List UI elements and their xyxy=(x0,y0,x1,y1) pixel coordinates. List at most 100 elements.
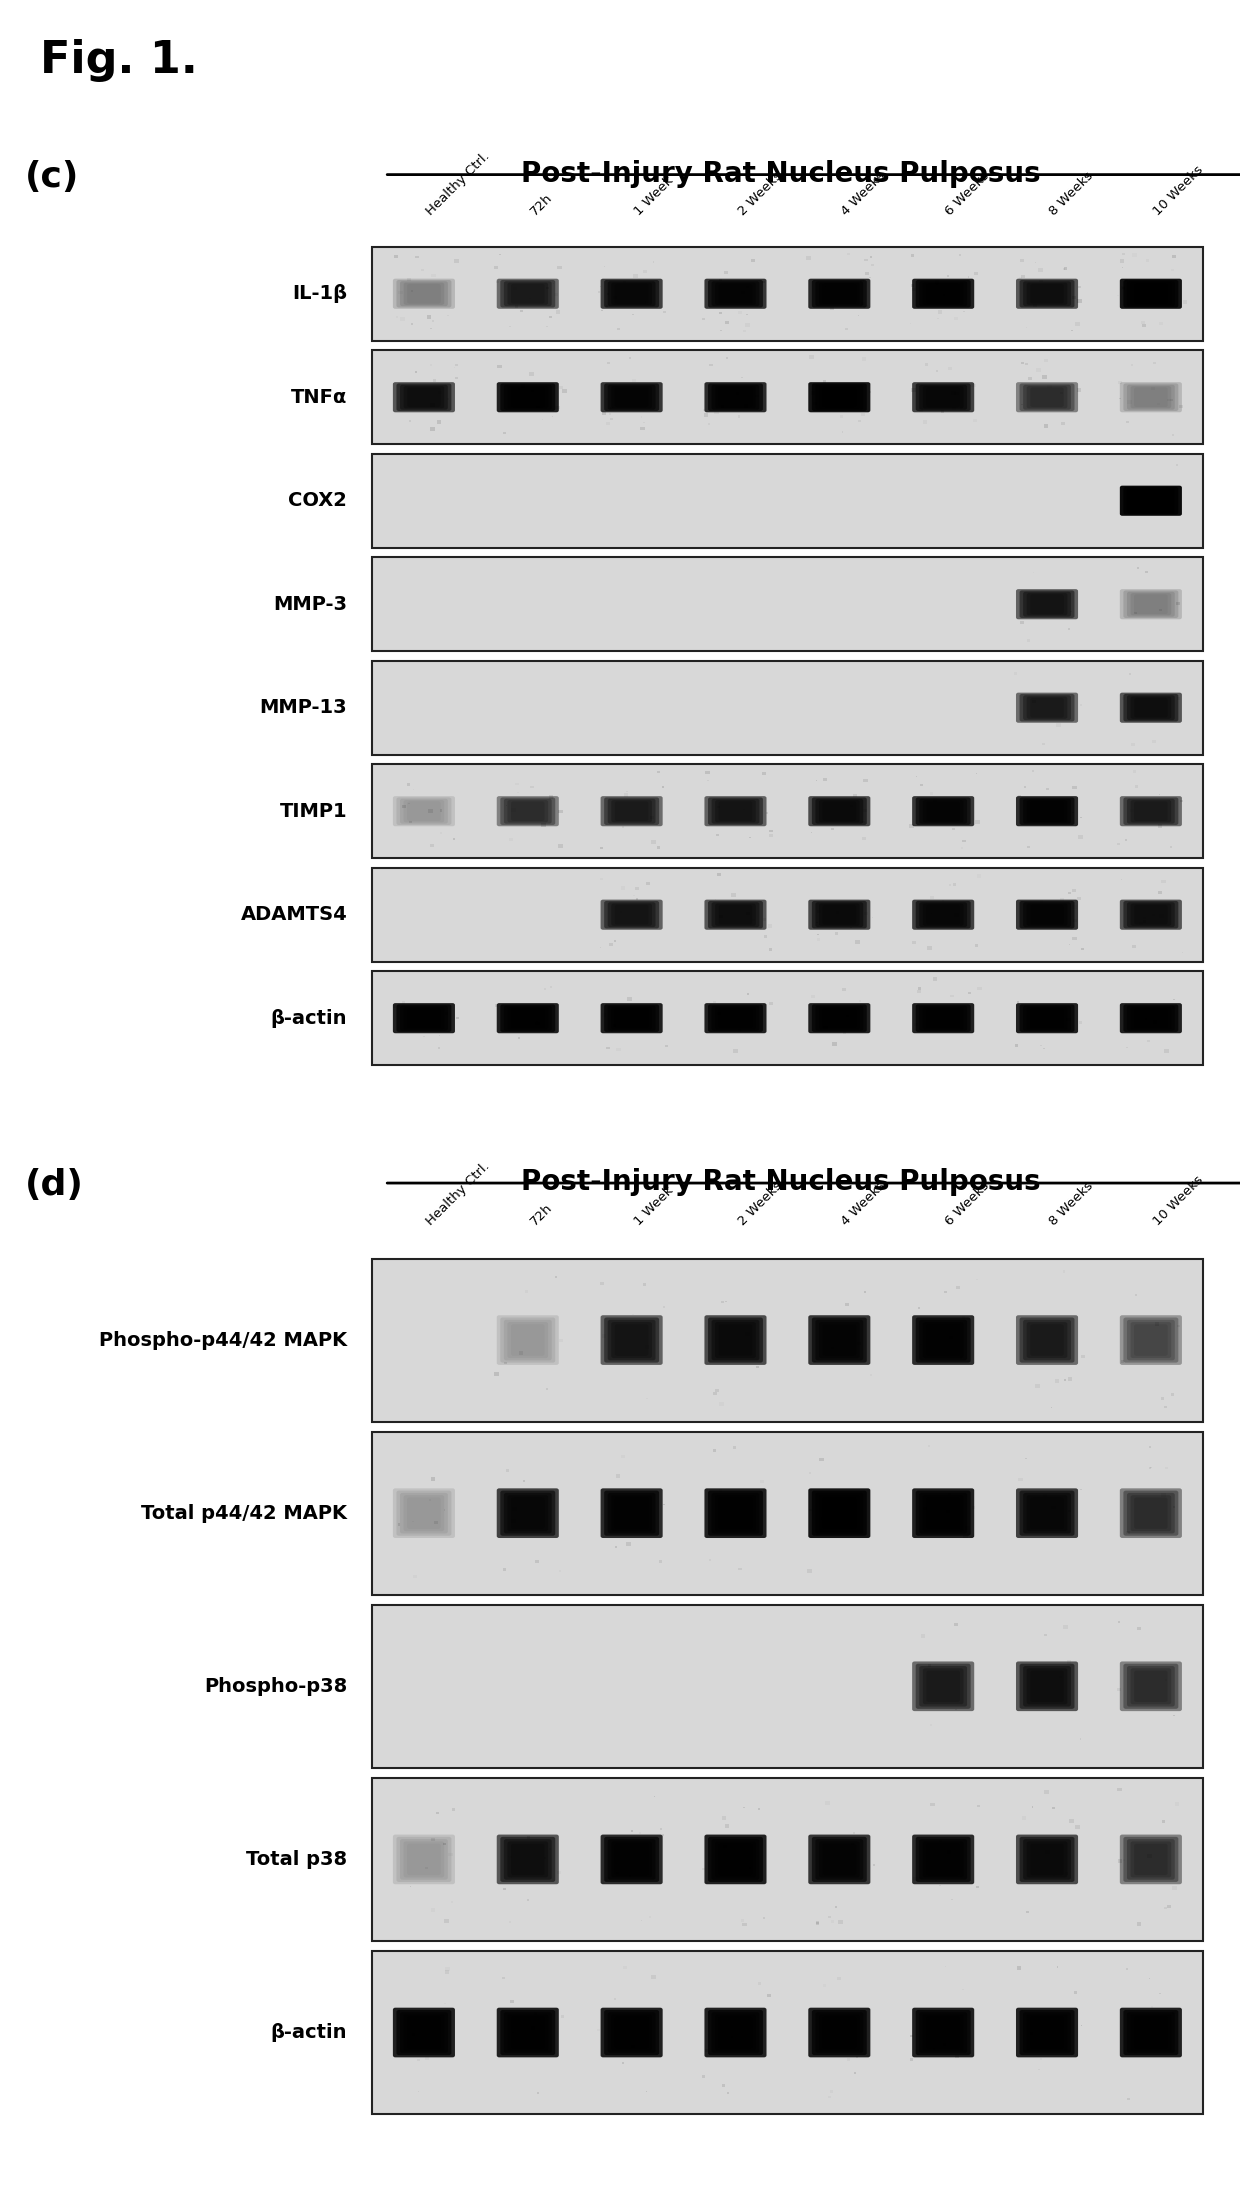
FancyBboxPatch shape xyxy=(949,1492,951,1494)
FancyBboxPatch shape xyxy=(1079,1022,1083,1024)
FancyBboxPatch shape xyxy=(919,1492,967,1534)
FancyBboxPatch shape xyxy=(1158,891,1162,895)
FancyBboxPatch shape xyxy=(1137,1626,1141,1630)
FancyBboxPatch shape xyxy=(608,1840,656,1879)
FancyBboxPatch shape xyxy=(401,282,448,306)
FancyBboxPatch shape xyxy=(507,1494,548,1532)
FancyBboxPatch shape xyxy=(1023,696,1071,720)
FancyBboxPatch shape xyxy=(919,1840,967,1879)
FancyBboxPatch shape xyxy=(919,799,967,823)
FancyBboxPatch shape xyxy=(856,941,859,943)
FancyBboxPatch shape xyxy=(719,278,722,280)
FancyBboxPatch shape xyxy=(1055,1378,1059,1383)
FancyBboxPatch shape xyxy=(507,1842,548,1877)
FancyBboxPatch shape xyxy=(1044,1790,1049,1794)
FancyBboxPatch shape xyxy=(822,387,856,407)
FancyBboxPatch shape xyxy=(1131,801,1172,823)
FancyBboxPatch shape xyxy=(1135,2017,1168,2048)
FancyBboxPatch shape xyxy=(843,1031,846,1033)
FancyBboxPatch shape xyxy=(497,1834,559,1884)
FancyBboxPatch shape xyxy=(816,901,863,928)
FancyBboxPatch shape xyxy=(844,328,848,330)
Text: β-actin: β-actin xyxy=(270,2024,347,2041)
FancyBboxPatch shape xyxy=(453,838,455,840)
FancyBboxPatch shape xyxy=(1123,1838,1178,1882)
FancyBboxPatch shape xyxy=(1162,1820,1166,1823)
FancyBboxPatch shape xyxy=(1123,1663,1178,1709)
FancyBboxPatch shape xyxy=(511,2017,544,2048)
FancyBboxPatch shape xyxy=(615,1844,649,1875)
FancyBboxPatch shape xyxy=(1027,593,1068,615)
FancyBboxPatch shape xyxy=(600,1282,604,1284)
FancyBboxPatch shape xyxy=(1061,422,1065,424)
FancyBboxPatch shape xyxy=(502,1569,506,1571)
FancyBboxPatch shape xyxy=(926,1009,960,1028)
FancyBboxPatch shape xyxy=(562,389,567,394)
FancyBboxPatch shape xyxy=(600,796,662,827)
FancyBboxPatch shape xyxy=(1131,385,1172,409)
FancyBboxPatch shape xyxy=(708,1317,763,1363)
FancyBboxPatch shape xyxy=(1127,901,1174,928)
FancyBboxPatch shape xyxy=(393,2009,455,2057)
FancyBboxPatch shape xyxy=(1177,698,1180,700)
FancyBboxPatch shape xyxy=(1027,385,1068,409)
FancyBboxPatch shape xyxy=(1078,897,1081,899)
FancyBboxPatch shape xyxy=(1127,696,1174,720)
FancyBboxPatch shape xyxy=(503,1492,552,1534)
FancyBboxPatch shape xyxy=(952,884,956,886)
FancyBboxPatch shape xyxy=(1120,1488,1182,1538)
FancyBboxPatch shape xyxy=(604,2011,660,2055)
FancyBboxPatch shape xyxy=(615,284,649,304)
FancyBboxPatch shape xyxy=(1120,589,1182,619)
FancyBboxPatch shape xyxy=(445,1013,448,1015)
FancyBboxPatch shape xyxy=(715,2015,756,2050)
Text: 8 Weeks: 8 Weeks xyxy=(1047,168,1096,219)
FancyBboxPatch shape xyxy=(816,1492,863,1534)
FancyBboxPatch shape xyxy=(719,1009,753,1028)
FancyBboxPatch shape xyxy=(864,258,868,260)
FancyBboxPatch shape xyxy=(397,796,451,825)
FancyBboxPatch shape xyxy=(1019,901,1075,928)
FancyBboxPatch shape xyxy=(1135,490,1168,510)
FancyBboxPatch shape xyxy=(372,350,1203,444)
FancyBboxPatch shape xyxy=(926,284,960,304)
FancyBboxPatch shape xyxy=(1123,591,1178,617)
FancyBboxPatch shape xyxy=(1027,282,1068,304)
FancyBboxPatch shape xyxy=(402,805,407,807)
FancyBboxPatch shape xyxy=(1127,2098,1130,2100)
FancyBboxPatch shape xyxy=(918,987,921,989)
FancyBboxPatch shape xyxy=(429,427,434,431)
FancyBboxPatch shape xyxy=(1127,1006,1174,1031)
FancyBboxPatch shape xyxy=(913,796,975,827)
FancyBboxPatch shape xyxy=(719,1324,753,1357)
FancyBboxPatch shape xyxy=(913,899,975,930)
FancyBboxPatch shape xyxy=(616,328,620,330)
FancyBboxPatch shape xyxy=(708,796,763,825)
FancyBboxPatch shape xyxy=(715,801,756,823)
FancyBboxPatch shape xyxy=(500,1317,556,1363)
FancyBboxPatch shape xyxy=(708,2011,763,2055)
FancyBboxPatch shape xyxy=(713,1448,717,1453)
FancyBboxPatch shape xyxy=(1120,258,1125,263)
FancyBboxPatch shape xyxy=(1127,488,1174,514)
FancyBboxPatch shape xyxy=(732,893,735,897)
FancyBboxPatch shape xyxy=(862,838,866,840)
FancyBboxPatch shape xyxy=(816,2013,863,2052)
FancyBboxPatch shape xyxy=(704,2050,708,2052)
FancyBboxPatch shape xyxy=(708,383,763,411)
FancyBboxPatch shape xyxy=(704,278,766,309)
FancyBboxPatch shape xyxy=(1081,1354,1085,1359)
FancyBboxPatch shape xyxy=(837,1523,839,1525)
FancyBboxPatch shape xyxy=(615,906,649,926)
FancyBboxPatch shape xyxy=(531,785,534,788)
FancyBboxPatch shape xyxy=(1179,405,1183,409)
FancyBboxPatch shape xyxy=(560,2015,564,2017)
FancyBboxPatch shape xyxy=(1023,1665,1071,1707)
FancyBboxPatch shape xyxy=(915,2011,971,2055)
FancyBboxPatch shape xyxy=(511,1844,544,1875)
FancyBboxPatch shape xyxy=(832,1041,837,1046)
FancyBboxPatch shape xyxy=(935,280,939,284)
FancyBboxPatch shape xyxy=(1030,1009,1064,1028)
FancyBboxPatch shape xyxy=(708,280,763,309)
FancyBboxPatch shape xyxy=(923,801,963,823)
